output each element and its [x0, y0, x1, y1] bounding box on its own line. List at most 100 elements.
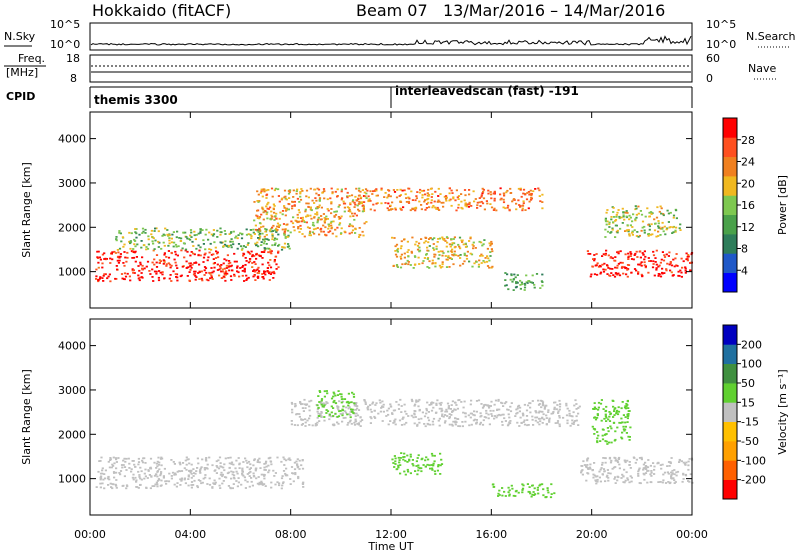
velocity-echo-cell [675, 474, 678, 477]
velocity-echo-cell [525, 409, 529, 412]
velocity-echo-cell [340, 395, 343, 398]
velocity-echo-cell [216, 466, 219, 469]
power-echo-cell [194, 278, 197, 281]
power-echo-cell [424, 199, 427, 201]
power-echo-cell [258, 229, 261, 232]
velocity-echo-cell [464, 420, 467, 423]
velocity-echo-cell [475, 410, 478, 413]
power-echo-cell [104, 273, 107, 276]
power-echo-region [586, 249, 694, 278]
power-echo-cell [461, 262, 465, 265]
velocity-echo-cell [594, 418, 598, 421]
velocity-echo-cell [211, 487, 214, 489]
velocity-echo-cell [117, 457, 120, 459]
power-echo-cell [648, 211, 651, 214]
velocity-echo-cell [566, 422, 569, 425]
power-echo-cell [490, 248, 493, 250]
power-echo-cell [224, 279, 227, 282]
velocity-echo-cell [288, 457, 291, 460]
velocity-echo-cell [566, 419, 569, 422]
power-echo-cell [644, 215, 647, 218]
velocity-echo-cell [628, 481, 631, 484]
power-echo-cell [115, 238, 118, 240]
velocity-echo-cell [138, 476, 141, 478]
power-echo-cell [418, 249, 422, 252]
power-echo-cell [653, 229, 657, 232]
power-echo-cell [351, 200, 354, 203]
power-echo-cell [176, 254, 179, 257]
velocity-echo-cell [599, 402, 603, 405]
power-echo-cell [267, 189, 270, 191]
power-echo-cell [608, 223, 611, 226]
power-echo-cell [260, 226, 263, 228]
velocity-echo-cell [618, 467, 621, 470]
power-echo-cell [425, 253, 428, 256]
power-echo-cell [426, 266, 429, 268]
power-echo-cell [208, 248, 211, 250]
power-echo-cell [283, 230, 286, 233]
velocity-echo-cell [195, 470, 198, 472]
power-echo-cell [326, 218, 329, 220]
power-echo-cell [131, 268, 134, 271]
power-echo-cell [123, 251, 126, 253]
power-echo-cell [346, 196, 349, 199]
velocity-echo-cell [626, 399, 629, 402]
power-echo-cell [635, 269, 638, 272]
velocity-echo-cell [103, 473, 106, 475]
power-echo-cell [125, 260, 128, 263]
velocity-echo-cell [353, 402, 356, 405]
power-echo-cell [272, 208, 275, 211]
power-echo-cell [360, 201, 363, 204]
velocity-echo-cell [446, 415, 449, 417]
velocity-echo-cell [231, 487, 234, 490]
power-echo-cell [481, 187, 484, 190]
velocity-echo-cell [430, 464, 433, 466]
power-echo-cell [277, 195, 280, 197]
power-echo-cell [318, 200, 321, 202]
power-echo-cell [448, 199, 451, 202]
power-echo-cell [295, 220, 298, 222]
velocity-echo-cell [261, 484, 264, 486]
power-echo-cell [174, 261, 177, 264]
power-echo-cell [211, 271, 214, 274]
power-echo-cell [263, 272, 266, 274]
velocity-echo-cell [353, 423, 357, 426]
velocity-echo-cell [597, 408, 600, 411]
power-echo-cell [622, 211, 625, 214]
velocity-echo-cell [543, 418, 546, 421]
velocity-echo-cell [197, 479, 200, 481]
velocity-echo-cell [184, 482, 187, 485]
nsky-panel: N.Sky 10^5 10^0 10^5 10^0 N.Search [4, 18, 796, 51]
power-echo-cell [411, 199, 414, 201]
power-echo-cell [659, 275, 663, 278]
power-echo-cell [150, 229, 153, 232]
velocity-echo-cell [428, 464, 431, 467]
power-echo-cell [404, 263, 407, 265]
velocity-echo-cell [473, 410, 476, 413]
velocity-echo-cell [337, 422, 340, 425]
power-echo-cell [329, 197, 332, 200]
power-echo-cell [213, 241, 216, 244]
velocity-echo-cell [301, 423, 304, 425]
velocity-echo-cell [420, 458, 423, 461]
velocity-echo-cell [516, 407, 519, 410]
power-echo-cell [162, 259, 165, 262]
power-echo-cell [267, 239, 270, 241]
velocity-echo-cell [532, 491, 535, 493]
velocity-echo-cell [145, 487, 148, 489]
power-echo-cell [323, 221, 326, 224]
power-echo-cell [254, 224, 257, 227]
velocity-echo-cell [334, 412, 337, 415]
power-echo-cell [643, 231, 646, 234]
power-echo-cell [293, 204, 296, 206]
power-echo-cell [464, 202, 467, 205]
velocity-echo-cell [629, 426, 632, 429]
power-echo-cell [331, 192, 334, 195]
velocity-echo-cell [208, 477, 211, 480]
power-echo-cell [223, 230, 226, 232]
power-echo-cell [261, 195, 264, 198]
velocity-echo-cell [622, 481, 625, 483]
velocity-echo-cell [558, 415, 561, 417]
power-echo-cell [172, 270, 175, 273]
power-echo-cell [258, 255, 261, 257]
